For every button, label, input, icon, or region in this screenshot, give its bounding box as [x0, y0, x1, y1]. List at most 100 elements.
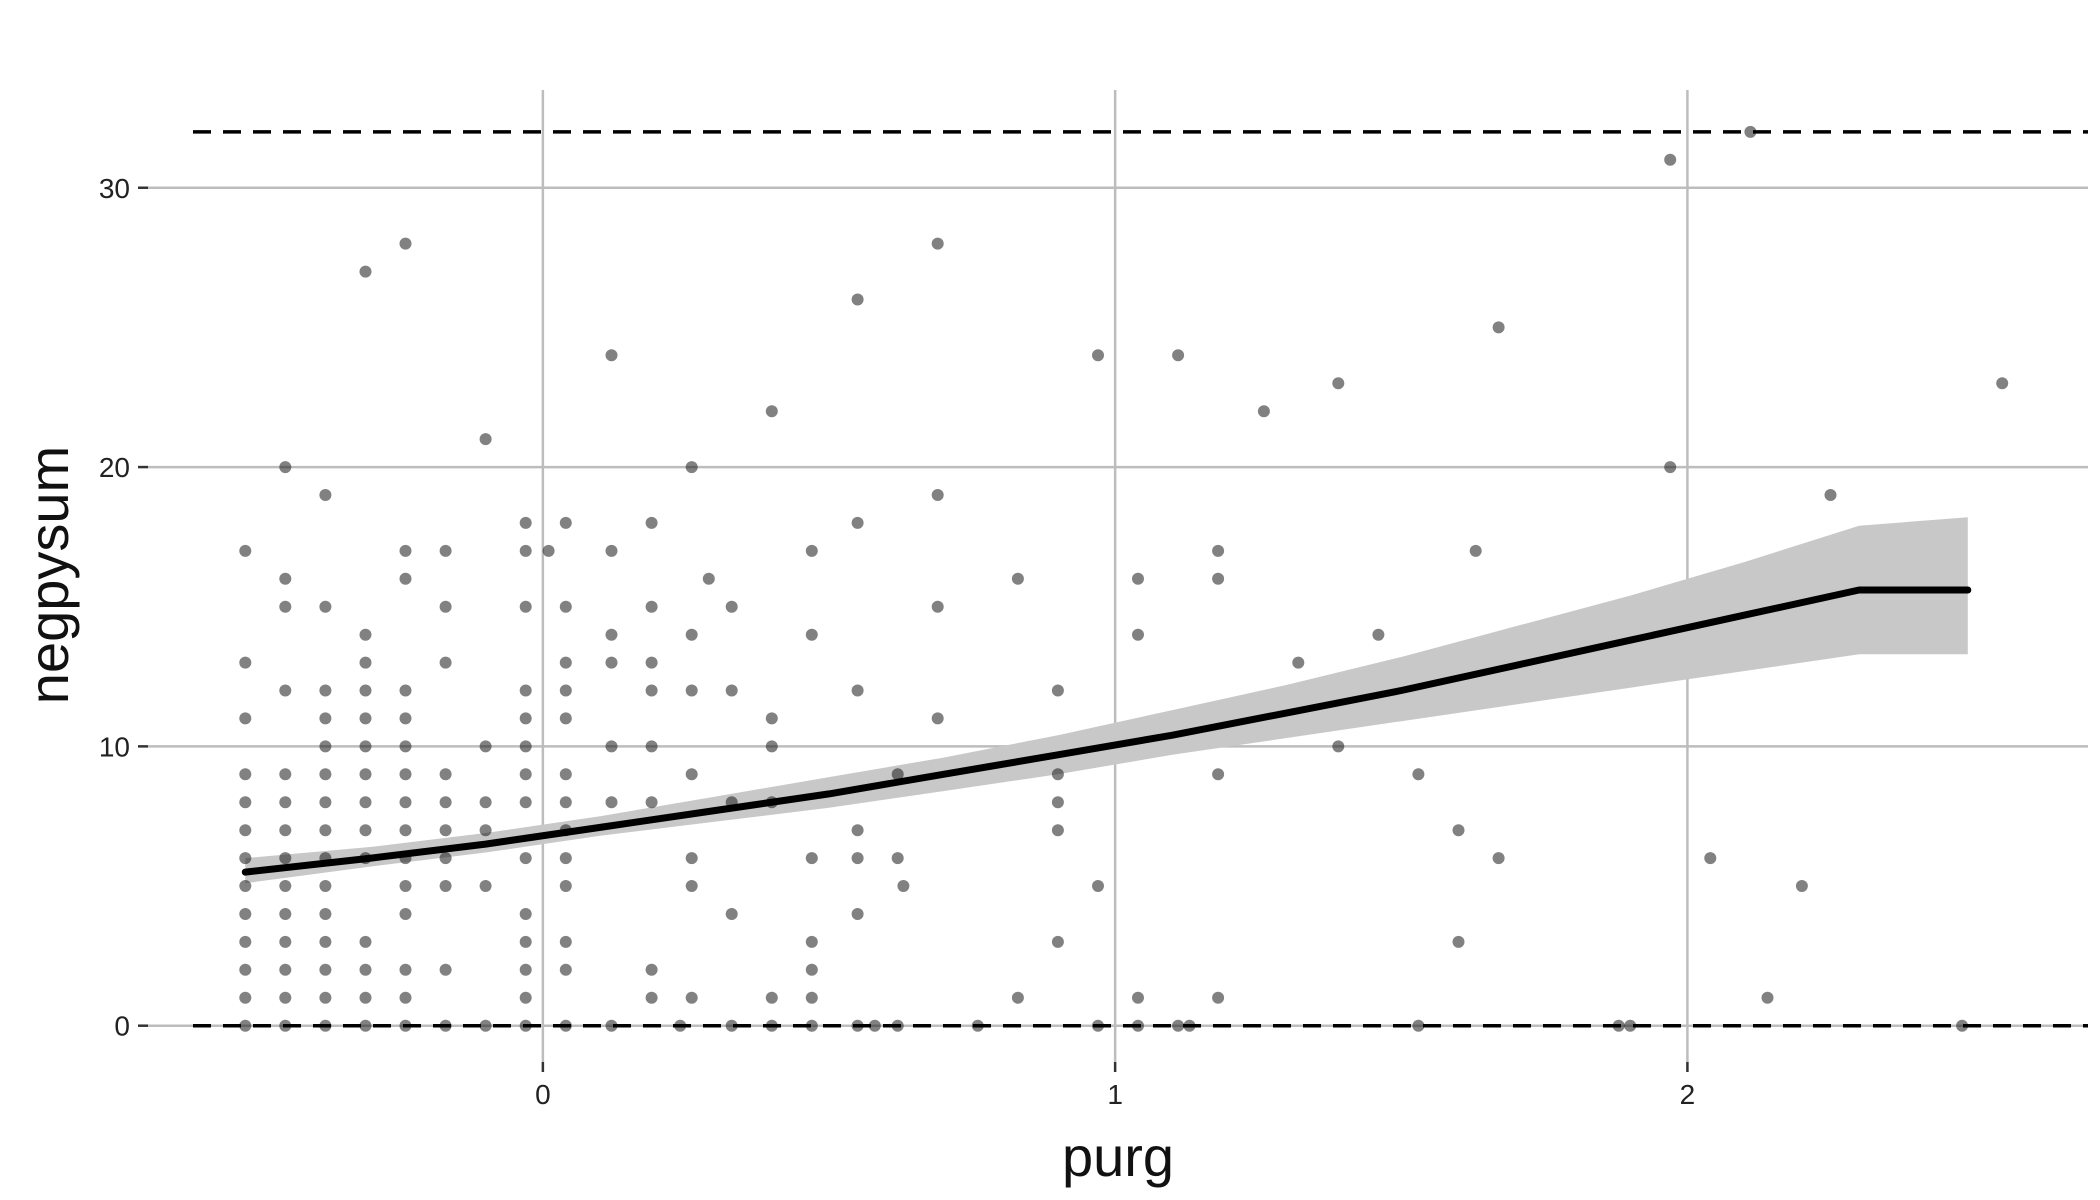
data-point	[1332, 377, 1345, 390]
data-point	[542, 544, 555, 557]
data-point	[1824, 489, 1837, 501]
data-point	[685, 628, 698, 641]
data-point	[559, 768, 572, 781]
data-point	[479, 1019, 492, 1032]
data-point	[1257, 405, 1270, 418]
data-point	[519, 516, 532, 529]
data-point	[1996, 377, 2009, 390]
data-point	[605, 349, 618, 362]
data-point	[1011, 572, 1024, 585]
data-point	[805, 963, 818, 976]
data-point	[1744, 125, 1757, 138]
data-point	[399, 908, 412, 920]
data-point	[279, 684, 292, 697]
data-point	[931, 489, 944, 501]
data-point	[439, 824, 452, 837]
data-point	[359, 796, 372, 809]
data-point	[519, 544, 532, 557]
data-point	[359, 684, 372, 697]
data-point	[685, 768, 698, 781]
data-point	[519, 796, 532, 809]
points-layer	[239, 125, 2009, 1032]
data-point	[439, 544, 452, 557]
data-point	[239, 908, 252, 920]
data-point	[851, 293, 864, 306]
data-point	[319, 963, 332, 976]
data-point	[239, 963, 252, 976]
data-point	[1212, 572, 1225, 585]
confidence-band	[245, 517, 1968, 884]
data-point	[359, 963, 372, 976]
data-point	[439, 880, 452, 892]
data-point	[1132, 991, 1144, 1004]
data-point	[645, 600, 658, 613]
data-point	[1051, 796, 1064, 809]
data-point	[439, 600, 452, 613]
data-point	[605, 656, 618, 669]
data-point	[1212, 544, 1225, 557]
x-tick-label: 2	[1680, 1079, 1696, 1110]
data-point	[605, 544, 618, 557]
data-point	[931, 600, 944, 613]
data-point	[1051, 768, 1064, 781]
data-point	[851, 852, 864, 865]
data-point	[805, 852, 818, 865]
data-point	[851, 824, 864, 837]
data-point	[1051, 824, 1064, 837]
fit-line	[241, 586, 1972, 876]
data-point	[279, 880, 292, 892]
data-point	[891, 768, 904, 781]
data-point	[399, 824, 412, 837]
data-point	[1132, 572, 1144, 585]
data-point	[645, 740, 658, 753]
data-point	[519, 740, 532, 753]
data-point	[1332, 740, 1345, 753]
data-point	[479, 433, 492, 446]
data-point	[605, 1019, 618, 1032]
data-point	[319, 908, 332, 920]
data-point	[559, 963, 572, 976]
data-point	[1212, 991, 1225, 1004]
data-point	[1172, 349, 1185, 362]
data-point	[559, 935, 572, 948]
data-point	[897, 880, 910, 892]
data-point	[519, 712, 532, 725]
data-point	[359, 628, 372, 641]
data-point	[605, 740, 618, 753]
fit-line-layer	[241, 586, 1972, 876]
data-point	[559, 880, 572, 892]
data-point	[279, 796, 292, 809]
data-point	[239, 824, 252, 837]
data-point	[399, 712, 412, 725]
data-point	[279, 852, 292, 865]
data-point	[399, 963, 412, 976]
y-tick-label: 30	[99, 173, 130, 204]
data-point	[319, 824, 332, 837]
data-point	[399, 768, 412, 781]
reference-lines-layer	[193, 130, 2088, 1028]
data-point	[765, 740, 778, 753]
data-point	[399, 237, 412, 250]
data-point	[1452, 935, 1465, 948]
data-point	[279, 461, 292, 474]
data-point	[519, 852, 532, 865]
data-point	[279, 935, 292, 948]
data-point	[1212, 768, 1225, 781]
data-point	[1372, 628, 1385, 641]
data-point	[685, 991, 698, 1004]
data-point	[479, 880, 492, 892]
data-point	[1704, 852, 1717, 865]
data-point	[1469, 544, 1482, 557]
data-point	[319, 489, 332, 501]
data-point	[439, 656, 452, 669]
data-point	[868, 1019, 881, 1032]
data-point	[239, 796, 252, 809]
data-point	[1624, 1019, 1637, 1032]
y-tick-label: 20	[99, 452, 130, 483]
data-point	[645, 516, 658, 529]
data-point	[851, 516, 864, 529]
data-point	[359, 740, 372, 753]
data-point	[1092, 880, 1104, 892]
data-point	[519, 935, 532, 948]
